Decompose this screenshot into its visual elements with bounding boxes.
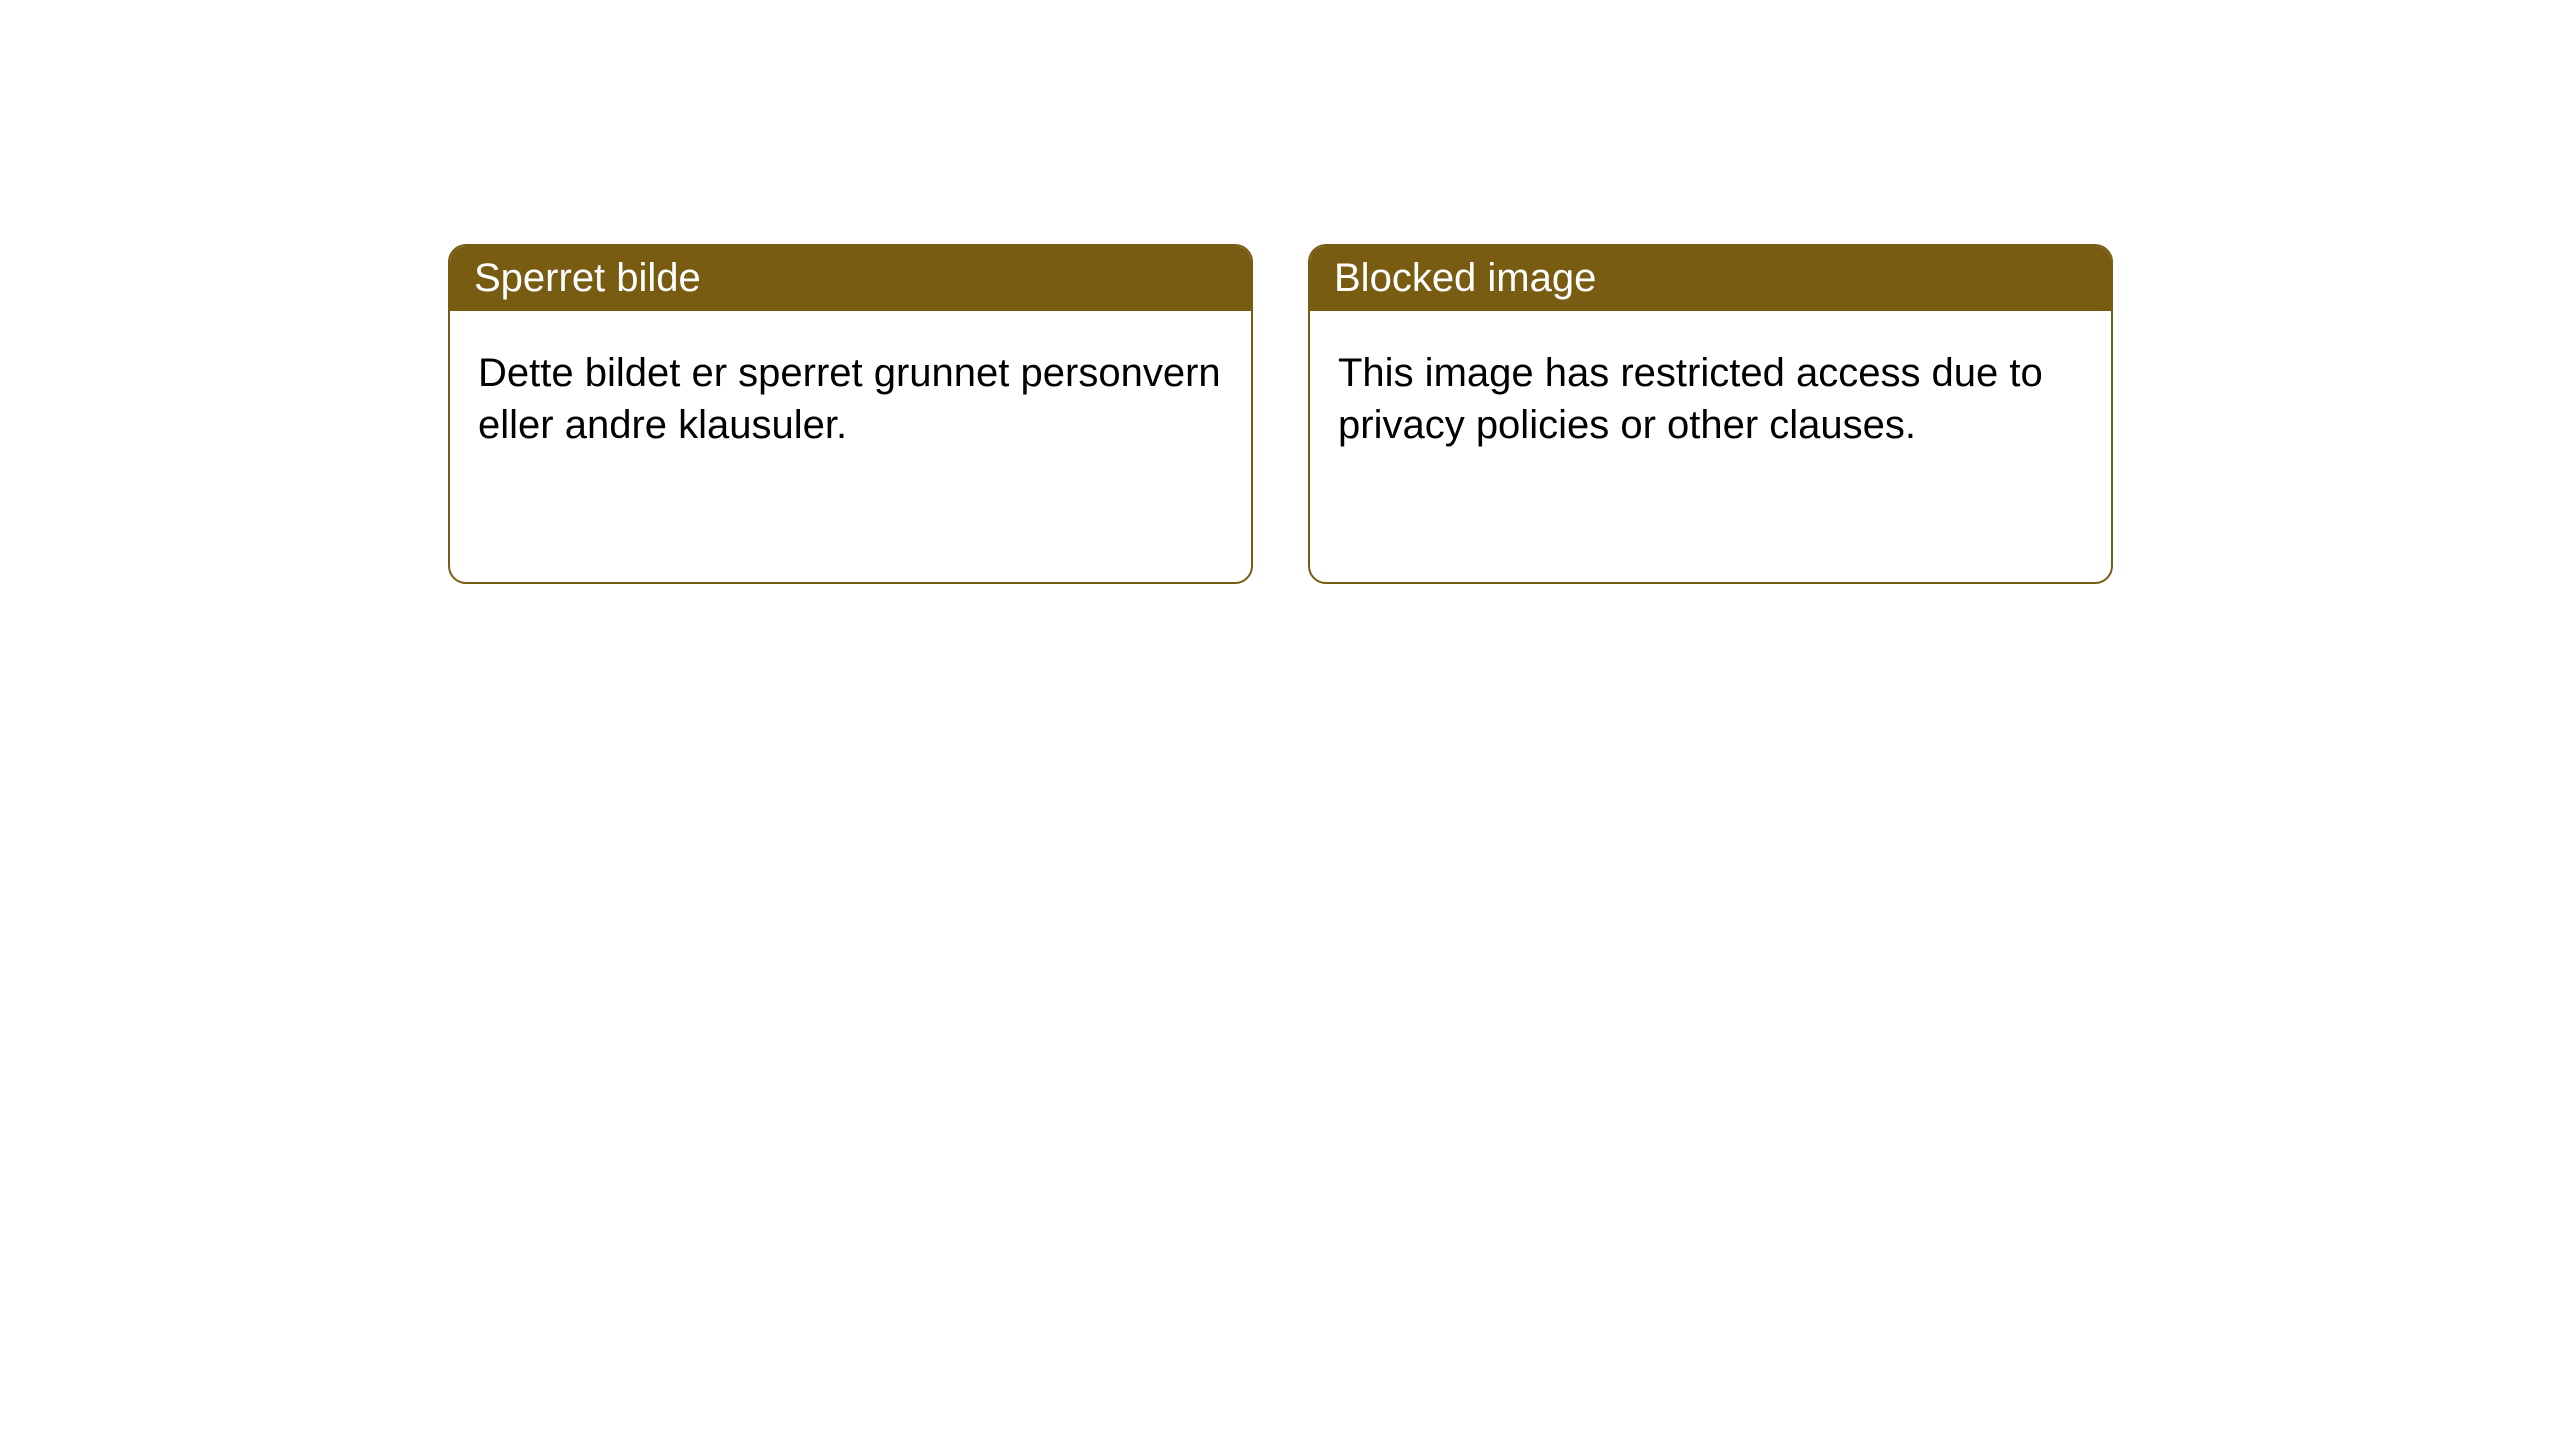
notice-card-norwegian: Sperret bilde Dette bildet er sperret gr… — [448, 244, 1253, 584]
notice-body-english: This image has restricted access due to … — [1310, 311, 2111, 487]
notice-title: Blocked image — [1334, 256, 1596, 300]
notice-header-english: Blocked image — [1310, 246, 2111, 311]
notice-container: Sperret bilde Dette bildet er sperret gr… — [0, 0, 2560, 584]
notice-message: This image has restricted access due to … — [1338, 351, 2043, 447]
notice-card-english: Blocked image This image has restricted … — [1308, 244, 2113, 584]
notice-body-norwegian: Dette bildet er sperret grunnet personve… — [450, 311, 1251, 487]
notice-title: Sperret bilde — [474, 256, 701, 300]
notice-message: Dette bildet er sperret grunnet personve… — [478, 351, 1221, 447]
notice-header-norwegian: Sperret bilde — [450, 246, 1251, 311]
